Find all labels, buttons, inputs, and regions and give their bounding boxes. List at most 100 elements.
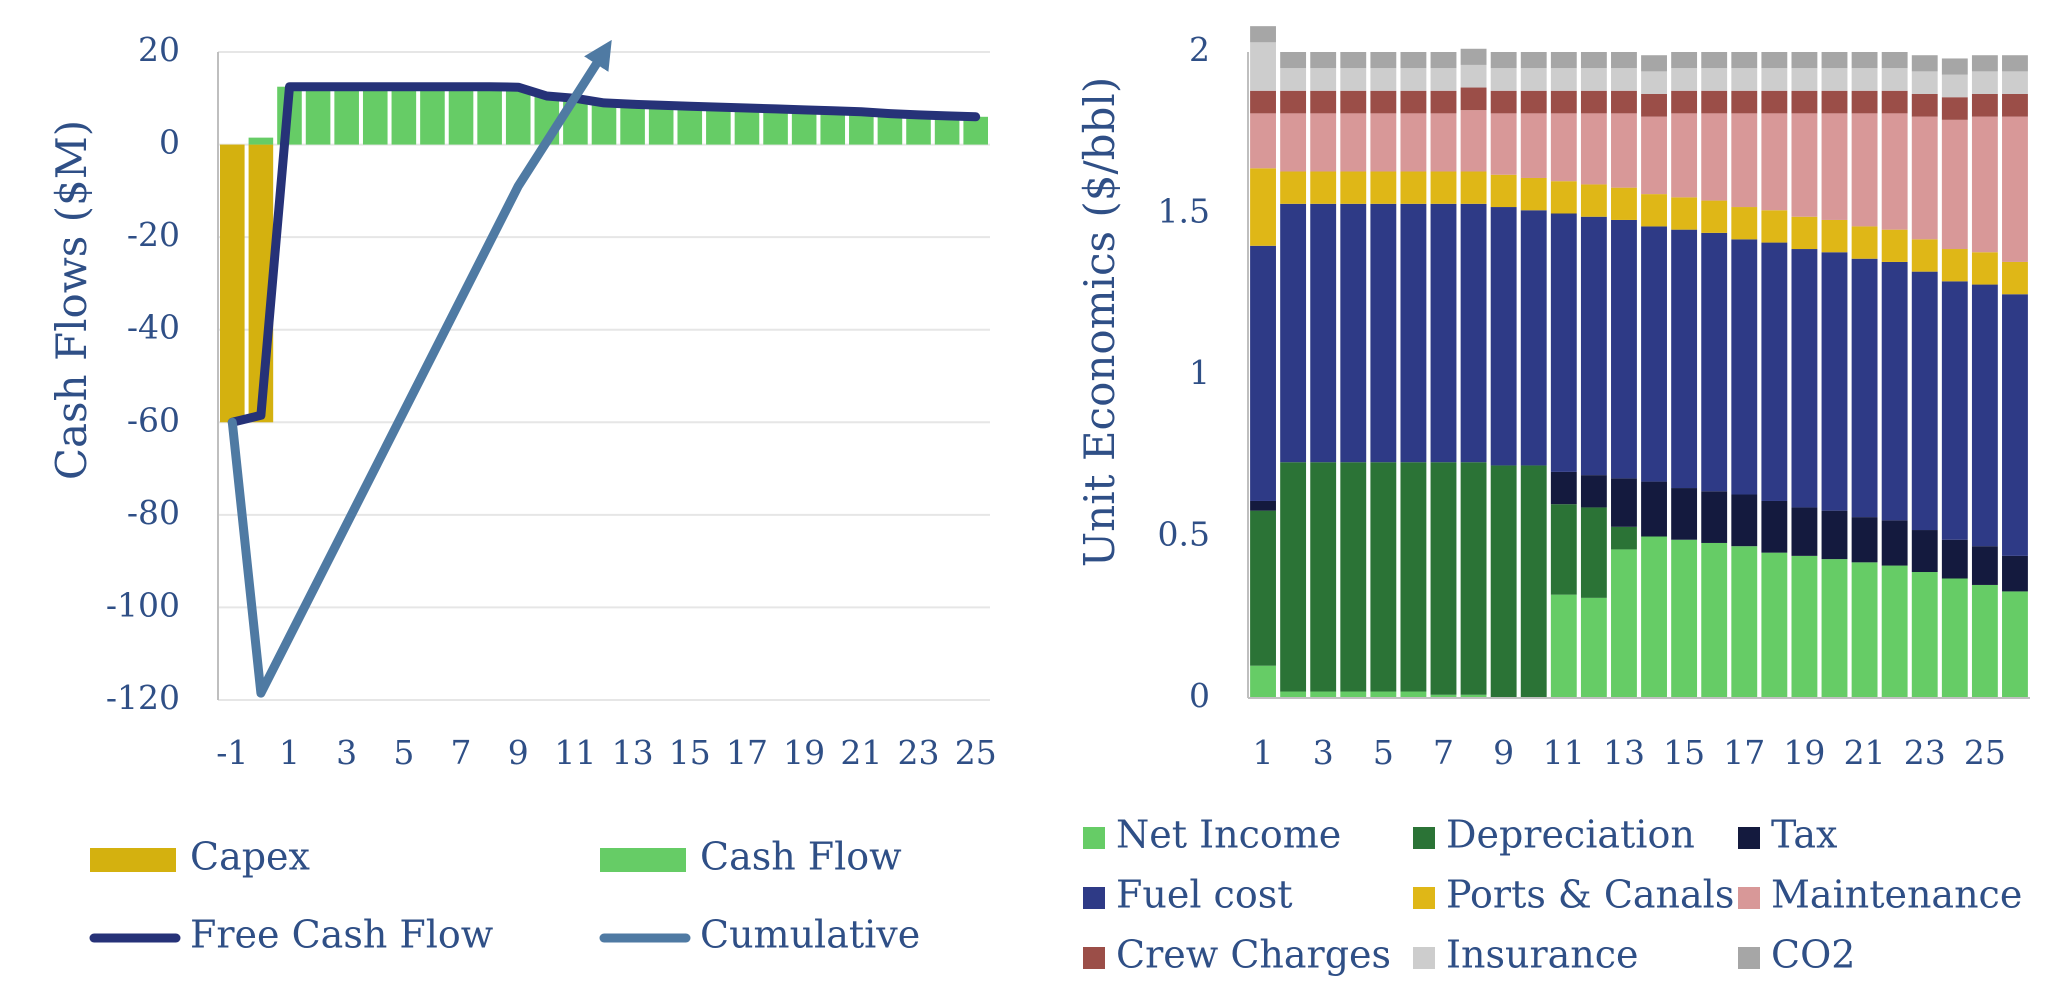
ports-canals-segment [1460, 171, 1487, 204]
co2-segment [1430, 52, 1457, 69]
cash-flow-bar [791, 109, 817, 145]
co2-segment [1851, 52, 1878, 69]
x-tick-label: 5 [393, 733, 414, 772]
x-tick-label: 3 [336, 733, 357, 772]
insurance-segment [1340, 68, 1367, 91]
net-income-segment [1580, 597, 1607, 698]
x-tick-label: 1 [279, 733, 300, 772]
insurance-segment [1851, 68, 1878, 91]
insurance-segment [1881, 68, 1908, 91]
x-tick-label: 19 [1783, 733, 1825, 772]
net-income-segment [1430, 694, 1457, 698]
cash-flow-bar [591, 102, 617, 145]
legend-swatch-depreciation [1413, 827, 1435, 849]
co2-segment [1701, 52, 1728, 69]
depreciation-segment [1460, 462, 1487, 695]
fuel-cost-segment [1641, 226, 1667, 482]
maintenance-segment [1791, 113, 1818, 217]
x-tick-label: 5 [1373, 733, 1394, 772]
unit-economics-y-axis-title: Unit Economics ($/bbl) [1075, 77, 1124, 567]
depreciation-segment [1490, 465, 1517, 698]
x-tick-label: 3 [1313, 733, 1334, 772]
net-income-segment [1821, 559, 1848, 698]
cash-flow-bar [849, 111, 874, 145]
cash-flow-bar [877, 113, 903, 145]
tax-segment [1821, 510, 1848, 560]
maintenance-segment [1701, 113, 1728, 201]
x-tick-label: 21 [840, 733, 882, 772]
crew-charges-segment [1280, 90, 1307, 114]
crew-charges-segment [1490, 90, 1517, 114]
maintenance-segment [1911, 116, 1938, 240]
ports-canals-segment [1941, 249, 1968, 282]
co2-segment [1250, 26, 1276, 43]
co2-segment [1881, 52, 1908, 69]
insurance-segment [1520, 68, 1547, 91]
net-income-segment [1881, 565, 1908, 698]
x-tick-label: 15 [1663, 733, 1705, 772]
fuel-cost-segment [1370, 203, 1397, 463]
ports-canals-segment [1280, 171, 1307, 204]
depreciation-segment [1430, 462, 1457, 695]
maintenance-segment [1400, 113, 1427, 172]
fuel-cost-segment [1761, 242, 1788, 501]
ports-canals-segment [1430, 171, 1457, 204]
unit-economics-axes [1247, 52, 2030, 699]
ports-canals-segment [1881, 229, 1908, 262]
net-income-segment [2002, 591, 2028, 698]
maintenance-segment [1250, 113, 1276, 169]
co2-segment [1941, 58, 1968, 75]
fuel-cost-segment [1550, 213, 1577, 472]
y-tick-label: 0 [1189, 676, 1210, 715]
x-tick-label: 9 [1493, 733, 1514, 772]
insurance-segment [1460, 64, 1487, 88]
tax-segment [1580, 475, 1607, 508]
maintenance-segment [1971, 116, 1998, 253]
depreciation-segment [1611, 526, 1637, 550]
legend-label-depreciation: Depreciation [1446, 813, 1695, 857]
net-income-segment [1611, 549, 1637, 698]
ports-canals-segment [1520, 177, 1547, 211]
co2-segment [1611, 52, 1637, 69]
insurance-segment [1701, 68, 1728, 91]
ports-canals-segment [1761, 210, 1788, 243]
fuel-cost-segment [2002, 294, 2028, 556]
maintenance-segment [1821, 113, 1848, 220]
x-tick-label: 17 [726, 733, 768, 772]
crew-charges-segment [1761, 90, 1788, 114]
crew-charges-segment [1821, 90, 1848, 114]
fuel-cost-segment [1400, 203, 1427, 463]
insurance-segment [1430, 68, 1457, 91]
net-income-segment [1550, 594, 1577, 698]
x-tick-label: 23 [898, 733, 940, 772]
crew-charges-segment [1550, 90, 1577, 114]
insurance-segment [1280, 68, 1307, 91]
insurance-segment [1911, 71, 1938, 94]
fuel-cost-segment [1731, 239, 1758, 495]
unit-economics-y-ticks: 2 1.5 1 0.5 0 [1158, 30, 1210, 715]
tax-segment [1671, 488, 1698, 540]
unit-economics-x-ticks: 1 3 5 7 9 11 13 15 17 19 21 23 25 [1253, 733, 2006, 772]
ports-canals-segment [1310, 171, 1337, 204]
y-tick-label: -40 [127, 308, 180, 347]
legend-label-tax: Tax [1771, 813, 1837, 857]
crew-charges-segment [1370, 90, 1397, 114]
crew-charges-segment [1941, 97, 1968, 120]
crew-charges-segment [1791, 90, 1818, 114]
x-tick-label: 1 [1253, 733, 1274, 772]
legend-label-free-cash-flow: Free Cash Flow [190, 913, 494, 957]
x-tick-label: 11 [1543, 733, 1585, 772]
legend-label-net-income: Net Income [1116, 813, 1341, 857]
x-tick-label: 13 [612, 733, 654, 772]
fuel-cost-segment [1941, 281, 1968, 540]
co2-segment [1971, 55, 1998, 72]
co2-segment [1280, 52, 1307, 69]
fuel-cost-segment [1250, 245, 1276, 501]
insurance-segment [1971, 71, 1998, 94]
y-tick-label: 2 [1189, 30, 1210, 69]
fuel-cost-segment [1821, 252, 1848, 511]
ports-canals-segment [1550, 181, 1577, 214]
depreciation-segment [1370, 462, 1397, 692]
maintenance-segment [1460, 110, 1487, 172]
insurance-segment [1791, 68, 1818, 91]
